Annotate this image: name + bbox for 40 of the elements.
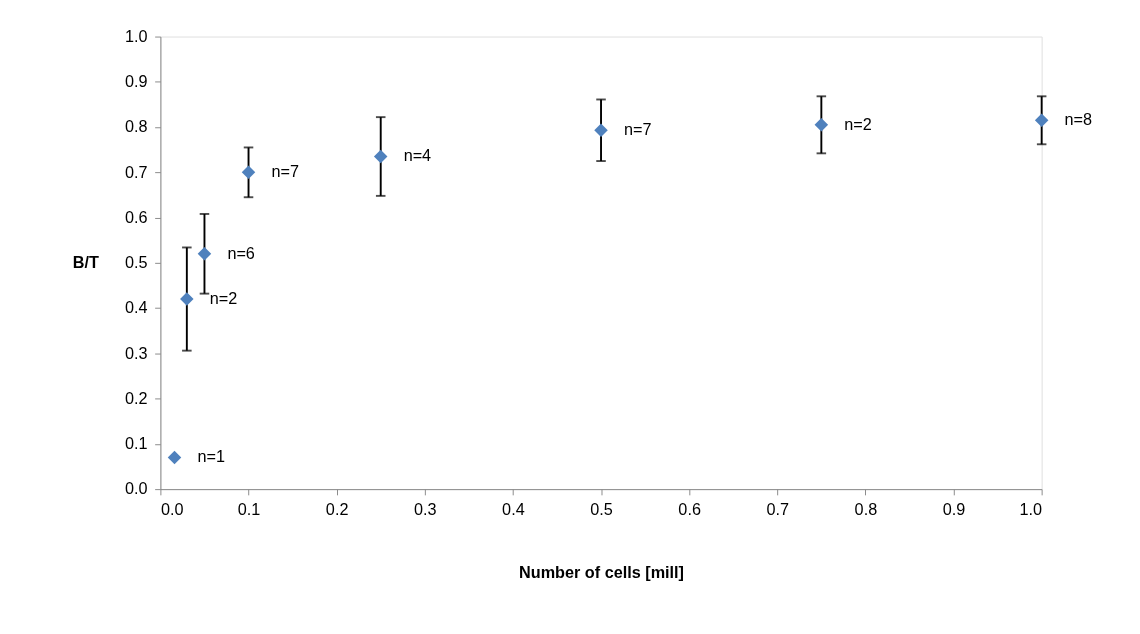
x-tick-label: 0.0 (160, 500, 184, 519)
point (594, 123, 608, 137)
point (167, 450, 182, 465)
point (180, 292, 194, 306)
annotation: n=7 (623, 120, 652, 139)
y-axis-title: B/T (72, 253, 99, 272)
y-tick-label: 0.2 (124, 388, 148, 407)
x-tick-label: 0.8 (854, 500, 878, 519)
y-tick-label: 0.0 (124, 479, 148, 498)
point (1034, 113, 1049, 128)
x-tick-label: 0.7 (766, 500, 790, 519)
x-tick-label: 0.1 (237, 500, 261, 519)
x-axis-title: Number of cells [mill] (519, 563, 684, 582)
point (814, 118, 829, 132)
y-tick-label: 0.8 (124, 117, 148, 136)
point (197, 247, 212, 261)
y-tick-label: 0.6 (124, 207, 148, 226)
x-tick-label: 0.3 (413, 500, 437, 519)
annotation: n=2 (844, 114, 872, 133)
annotation: n=7 (271, 162, 299, 181)
x-tick-label: 0.2 (325, 500, 349, 519)
annotation: n=6 (227, 243, 255, 262)
annotation: n=1 (197, 447, 225, 466)
x-tick-label: 0.4 (502, 500, 525, 519)
y-tick-label: 1.0 (124, 26, 148, 45)
y-tick-label: 0.1 (124, 434, 148, 453)
y-tick-label: 0.9 (124, 72, 148, 91)
y-tick-label: 0.5 (124, 253, 148, 272)
x-tick-label: 0.5 (590, 500, 613, 519)
annotation: n=4 (403, 146, 432, 165)
annotation: n=2 (209, 288, 238, 307)
x-tick-label: 0.9 (942, 500, 966, 519)
x-tick-label: 0.6 (678, 500, 701, 519)
y-tick-label: 0.7 (124, 162, 148, 181)
point (241, 165, 256, 180)
point (373, 149, 388, 164)
annotation: n=8 (1064, 110, 1093, 129)
y-tick-label: 0.4 (124, 298, 148, 317)
x-tick-label: 1.0 (1019, 500, 1043, 519)
y-tick-label: 0.3 (124, 343, 148, 362)
